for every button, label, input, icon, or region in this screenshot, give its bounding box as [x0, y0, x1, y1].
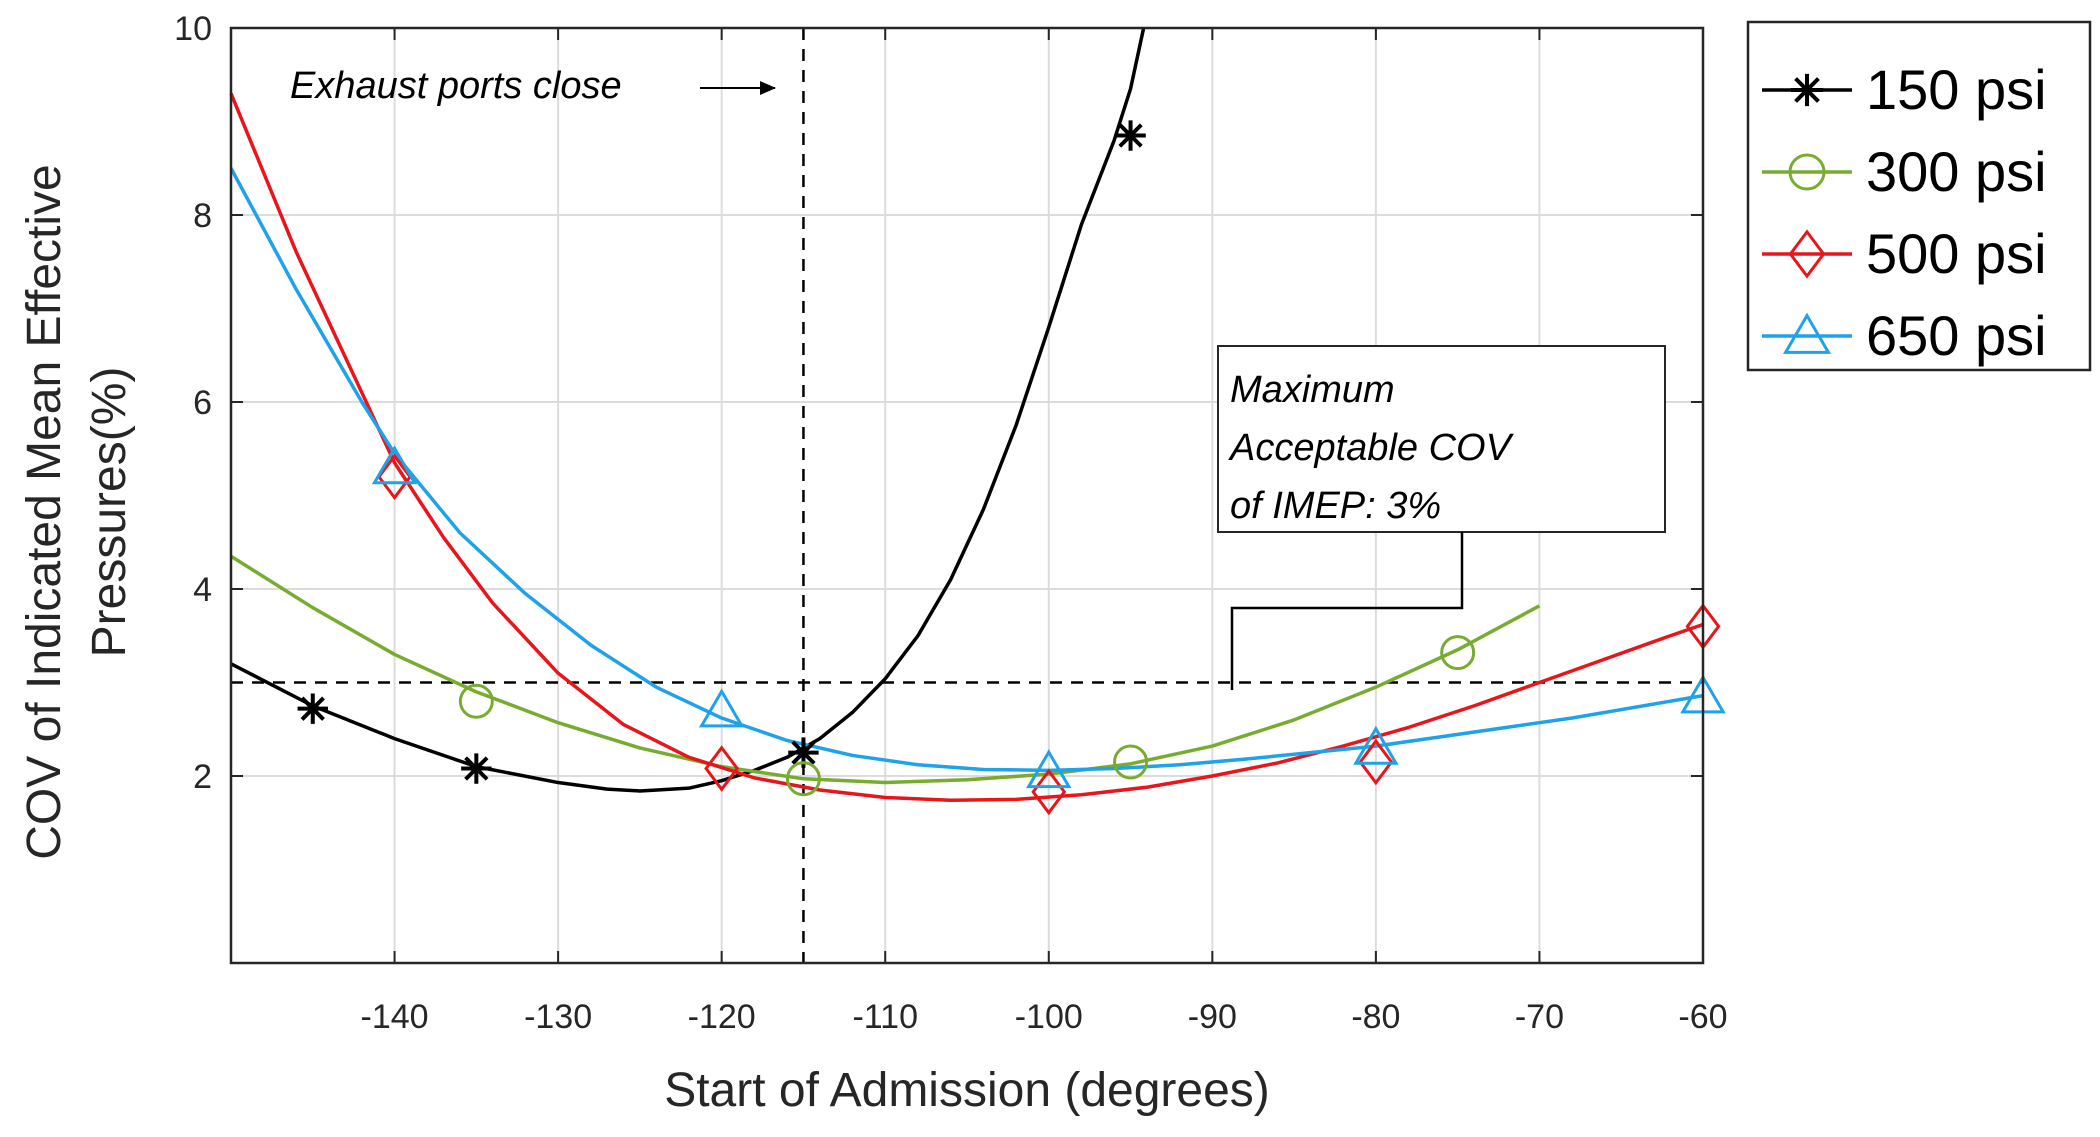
x-tick-label: -100 — [1015, 998, 1083, 1036]
data-point-150-psi — [788, 737, 819, 768]
y-axis-label: COV of Indicated Mean Effective Pressure… — [18, 164, 136, 859]
data-point-150-psi — [461, 753, 492, 784]
exhaust-ports-annotation: Exhaust ports close — [290, 65, 622, 107]
legend-label-150-psi: 150 psi — [1866, 58, 2047, 121]
x-tick-label: -70 — [1515, 998, 1564, 1036]
y-axis-label-line-1: COV of Indicated Mean Effective — [18, 164, 71, 859]
exhaust-arrow-head — [760, 81, 776, 95]
data-point-150-psi — [1115, 120, 1146, 151]
legend-marker-150-psi — [1790, 73, 1824, 107]
axes-box — [229, 26, 1705, 965]
data-point-500-psi — [704, 745, 740, 792]
x-tick-label: -90 — [1188, 998, 1237, 1036]
legend-marker-650-psi — [1782, 312, 1832, 354]
data-point-300-psi — [1440, 635, 1476, 671]
y-tick-label: 10 — [174, 10, 212, 48]
legend-label-500-psi: 500 psi — [1866, 222, 2047, 285]
x-tick-label: -80 — [1351, 998, 1400, 1036]
data-point-300-psi — [1113, 744, 1149, 780]
data-point-500-psi — [377, 453, 413, 501]
legend-label-300-psi: 300 psi — [1866, 140, 2047, 203]
data-point-300-psi — [785, 761, 821, 797]
y-tick-label: 8 — [193, 197, 212, 235]
x-tick-label: -130 — [524, 998, 592, 1036]
tick-labels: -140 -130 -120 -110 -100 -90 -80 -70 -60 2 4 6 8 10 — [174, 10, 1727, 1036]
x-tick-label: -120 — [688, 998, 756, 1036]
legend-marker-300-psi — [1788, 153, 1826, 191]
series-line-300-psi — [230, 554, 1541, 785]
data-point-650-psi — [698, 688, 745, 728]
data-point-300-psi — [458, 683, 494, 719]
max-cov-leader-line — [1230, 532, 1464, 690]
y-axis-label-line-2: Pressures(%) — [83, 367, 136, 658]
x-tick-label: -110 — [852, 998, 918, 1036]
reference-lines — [231, 28, 1703, 963]
legend: 150 psi 300 psi 500 psi 650 psi — [1746, 20, 2092, 372]
data-point-150-psi — [297, 693, 328, 724]
data-point-650-psi — [371, 445, 418, 485]
series-line-500-psi — [229, 92, 1704, 803]
data-point-500-psi — [1358, 738, 1394, 786]
legend-marker-500-psi — [1788, 229, 1826, 279]
max-cov-line-3: of IMEP: 3% — [1230, 485, 1441, 527]
x-tick-label: -60 — [1678, 998, 1727, 1036]
series-line-650-psi — [229, 167, 1704, 773]
data-point-500-psi — [1031, 768, 1067, 816]
series-line-150-psi — [230, 27, 1146, 793]
fit-curves — [229, 27, 1704, 803]
data-point-650-psi — [1026, 749, 1072, 789]
x-axis-label: Start of Admission (degrees) — [664, 1064, 1270, 1117]
max-cov-line-2: Acceptable COV — [1228, 427, 1515, 469]
max-cov-line-1: Maximum — [1230, 369, 1395, 411]
y-tick-label: 4 — [193, 571, 212, 609]
annotations: Exhaust ports close Maximum Acceptable C… — [290, 65, 1666, 690]
y-tick-label: 6 — [193, 384, 212, 422]
max-cov-annotation-box — [1217, 345, 1666, 533]
x-tick-label: -140 — [361, 998, 429, 1036]
data-point-650-psi — [1353, 725, 1399, 765]
y-tick-label: 2 — [193, 758, 212, 796]
legend-label-650-psi: 650 psi — [1866, 304, 2047, 367]
